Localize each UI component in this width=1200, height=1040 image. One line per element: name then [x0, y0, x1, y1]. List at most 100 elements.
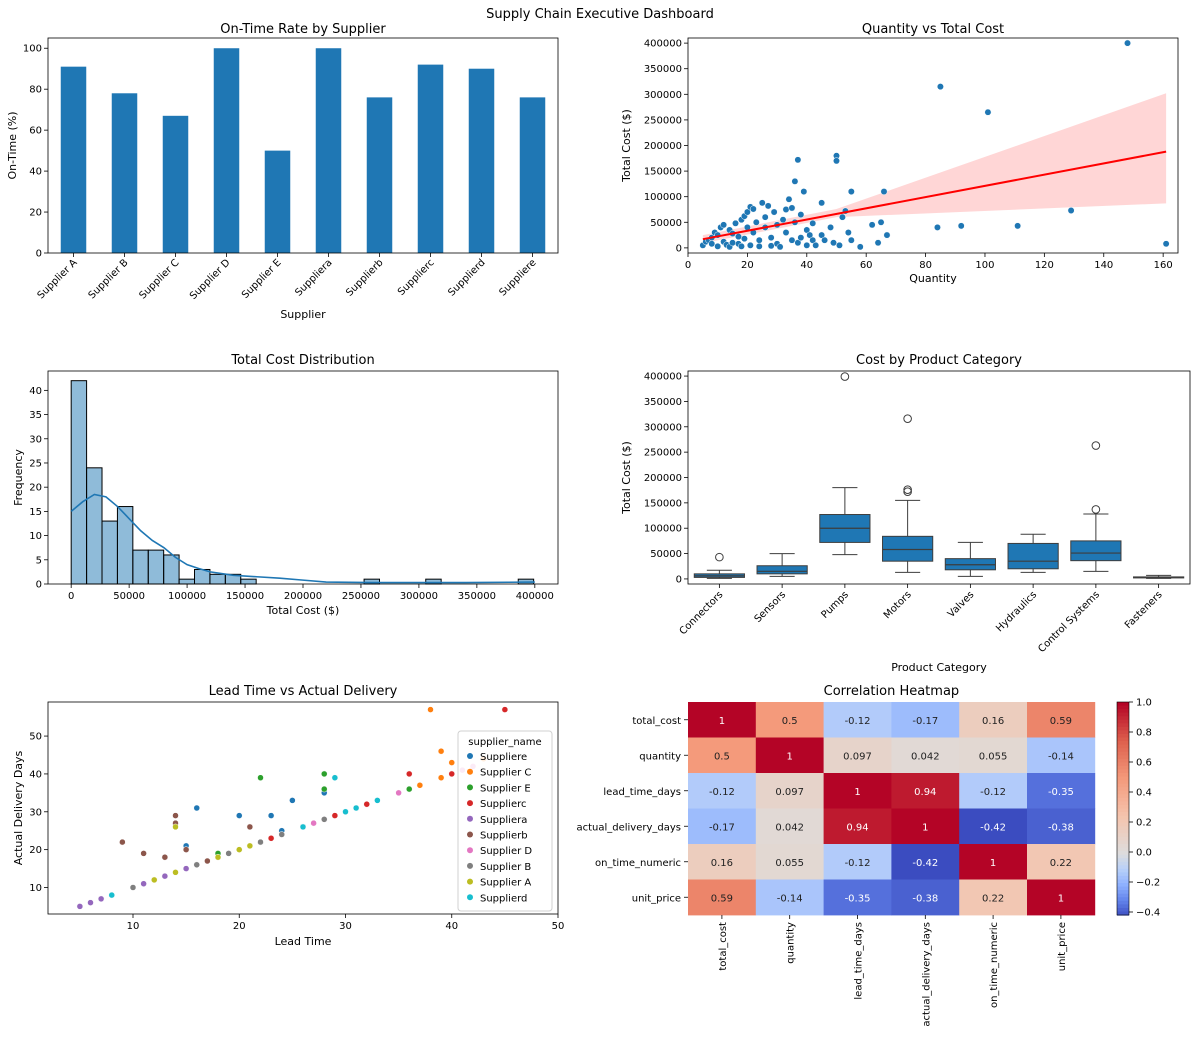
qty-cost-point	[847, 236, 855, 244]
qty-cost-point	[1067, 207, 1075, 214]
corr-colorbar-tick-label: 0.2	[1136, 818, 1152, 829]
cat-box-category-label: Pumps	[820, 589, 851, 620]
corr-cell	[688, 879, 757, 916]
lead-time-point	[172, 823, 179, 831]
corr-colorbar-segment	[1117, 851, 1129, 856]
corr-colorbar-segment	[1117, 702, 1129, 707]
qty-cost-xtick-label: 140	[1094, 260, 1113, 271]
corr-colorbar-segment	[1117, 733, 1129, 739]
qty-cost-point	[761, 213, 769, 221]
lead-time-point	[108, 891, 115, 899]
corr-colorbar-segment	[1117, 801, 1129, 806]
cat-box-outlier	[1091, 441, 1101, 450]
lead-time-point	[172, 812, 179, 819]
cat-box-outlier	[903, 414, 912, 423]
corr-cell	[891, 808, 960, 845]
lead-time-title: Lead Time vs Actual Delivery	[209, 684, 398, 699]
lead-time-point	[161, 872, 169, 880]
cat-box-group	[1133, 574, 1185, 579]
cost-dist-bin	[147, 549, 165, 585]
lead-time-point	[289, 797, 296, 804]
qty-cost-point	[788, 236, 796, 244]
corr-cell-value: -0.14	[777, 893, 803, 904]
on-time-bar	[162, 115, 189, 253]
qty-cost-point	[764, 202, 772, 210]
lead-time-point	[257, 774, 264, 781]
on-time-title: On-Time Rate by Supplier	[220, 22, 386, 37]
cost-dist-ytick-label: 25	[29, 458, 42, 469]
lead-time-legend-marker	[467, 894, 473, 901]
qty-cost-xtick-label: 160	[1154, 260, 1173, 271]
lead-time-point	[172, 869, 179, 876]
corr-cell-value: -0.35	[1048, 787, 1074, 798]
corr-cell	[1027, 879, 1096, 916]
lead-time-point	[395, 789, 402, 797]
corr-colorbar-segment	[1117, 726, 1129, 731]
corr-cell	[959, 737, 1028, 774]
cat-box-ytick-label: 400000	[644, 372, 682, 383]
corr-colorbar-segment	[1117, 890, 1129, 895]
corr-row-label: unit_price	[632, 893, 681, 904]
corr-colorbar-segment	[1117, 822, 1129, 827]
lead-time-point	[182, 865, 190, 872]
lead-time-legend-title: supplier_name	[468, 737, 541, 748]
chart-lead-time-vs-delivery: Lead Time vs Actual Delivery supplier_nam…	[12, 684, 564, 948]
corr-column-label: unit_price	[1057, 922, 1068, 971]
qty-cost-point	[720, 221, 728, 229]
cost-dist-bin	[178, 578, 196, 585]
corr-colorbar-segment	[1117, 844, 1129, 849]
cat-box-category-label: Sensors	[753, 589, 789, 625]
lead-time-legend-label: Supplier B	[480, 862, 531, 873]
qty-cost-point	[782, 206, 790, 213]
on-time-xlabel: Supplier	[280, 308, 326, 321]
cost-dist-ytick-label: 35	[29, 410, 42, 421]
qty-cost-point	[755, 242, 763, 250]
corr-cell-value: 0.097	[775, 787, 804, 798]
qty-cost-point	[743, 208, 751, 216]
corr-cell-value: -0.12	[709, 787, 735, 798]
qty-cost-point	[1014, 222, 1022, 230]
corr-colorbar-segment	[1117, 765, 1129, 771]
corr-cell	[688, 844, 757, 880]
qty-cost-point	[797, 211, 805, 219]
lead-time-point	[331, 812, 339, 819]
lead-time-point	[140, 880, 147, 887]
lead-time-point	[321, 785, 328, 793]
qty-cost-point	[794, 156, 802, 164]
qty-cost-xtick-label: 80	[919, 260, 932, 271]
corr-cell-value: -0.42	[912, 858, 938, 869]
corr-cell	[959, 879, 1028, 916]
on-time-bar	[468, 68, 495, 253]
corr-cell-value: 0.22	[1050, 858, 1072, 869]
corr-colorbar-segment	[1117, 737, 1129, 742]
on-time-bar	[264, 150, 291, 253]
qty-cost-title: Quantity vs Total Cost	[862, 22, 1004, 37]
cat-box-group	[693, 552, 745, 579]
qty-cost-point	[749, 205, 757, 213]
qty-cost-point	[758, 199, 766, 207]
qty-cost-point	[818, 199, 826, 207]
qty-cost-xtick-label: 100	[975, 260, 994, 271]
on-time-category-label: Supplierd	[446, 257, 487, 298]
cost-dist-xtick-label: 300000	[400, 591, 438, 602]
corr-colorbar-segment	[1117, 897, 1129, 902]
lead-time-point	[427, 706, 434, 713]
on-time-ytick-label: 100	[23, 44, 42, 55]
qty-cost-point	[844, 229, 852, 236]
qty-cost-point	[746, 241, 754, 249]
corr-cell-value: 0.042	[911, 751, 940, 762]
corr-colorbar-segment	[1117, 705, 1129, 710]
qty-cost-point	[767, 234, 775, 242]
lead-time-point	[97, 895, 105, 903]
corr-cell	[959, 773, 1028, 809]
corr-colorbar-segment	[1117, 762, 1129, 767]
corr-colorbar-segment	[1117, 904, 1129, 909]
qty-cost-point	[797, 234, 805, 242]
corr-cell-value: -0.38	[912, 893, 938, 904]
corr-colorbar-segment	[1117, 804, 1129, 810]
corr-title: Correlation Heatmap	[824, 684, 960, 699]
corr-cell-value: 0.59	[1050, 716, 1072, 727]
lead-time-point	[151, 876, 158, 884]
corr-column-label: quantity	[786, 922, 797, 964]
corr-colorbar-tick-label: 0.6	[1136, 758, 1152, 769]
